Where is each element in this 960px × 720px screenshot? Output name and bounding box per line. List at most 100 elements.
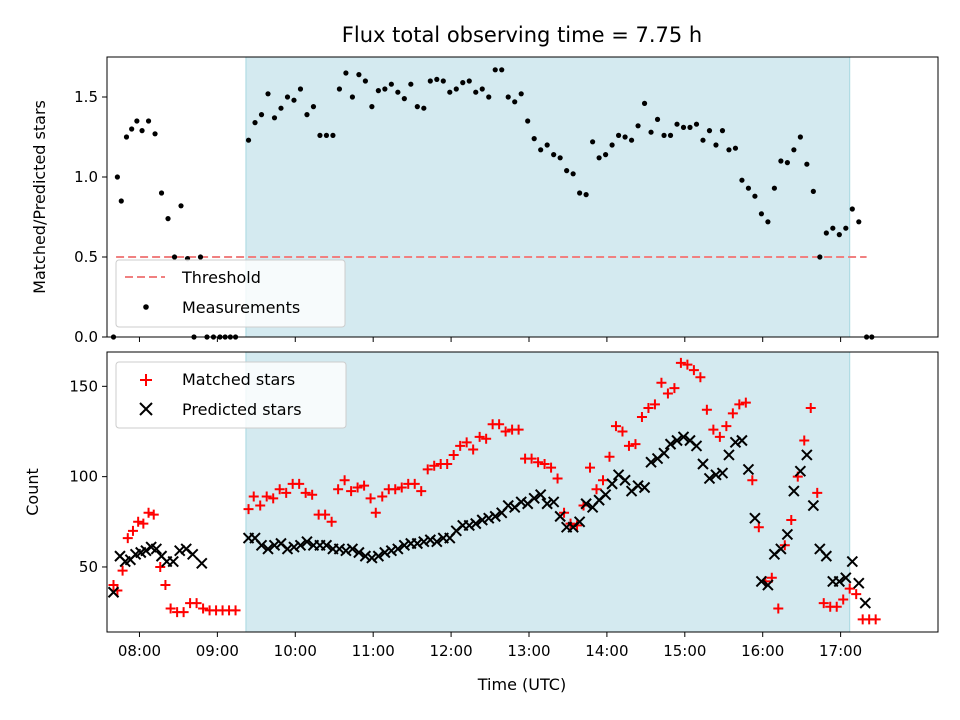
matched-star-point	[805, 403, 816, 413]
measurement-point	[114, 174, 120, 180]
matched-star-point	[416, 486, 427, 497]
legend-measurements-label: Measurements	[182, 298, 300, 317]
bottom-y-ticks: 50 100 150	[69, 377, 107, 576]
measurement-point	[310, 104, 317, 110]
measurement-point	[265, 91, 271, 97]
matched-star-point	[630, 439, 641, 450]
x-tick-label: 15:00	[663, 642, 706, 660]
measurement-point	[544, 142, 550, 148]
predicted-star-point	[541, 498, 553, 510]
matched-star-point	[429, 460, 440, 471]
matched-star-point	[468, 444, 479, 455]
predicted-star-point	[174, 545, 186, 557]
matched-star-point	[127, 525, 138, 536]
measurement-point	[784, 160, 790, 166]
top-legend: Threshold Measurements	[115, 259, 346, 328]
measurement-point	[635, 123, 641, 129]
predicted-star-point	[476, 514, 488, 526]
matched-star-point	[662, 388, 673, 399]
matched-star-point	[160, 580, 171, 591]
matched-star-point	[326, 516, 337, 527]
matched-star-point	[390, 484, 401, 495]
top-y-ticks: 0.0 0.5 1.0 1.5	[74, 88, 107, 346]
matched-star-point	[474, 431, 485, 442]
measurement-point	[421, 105, 427, 111]
measurement-point	[152, 131, 158, 137]
predicted-star-point	[424, 534, 437, 546]
x-tick-label: 12:00	[429, 642, 472, 660]
measurement-point	[512, 99, 518, 105]
matched-star-point	[148, 509, 159, 520]
matched-star-point	[409, 478, 420, 489]
predicted-star-point	[483, 512, 495, 524]
matched-star-point	[831, 601, 842, 612]
predicted-star-point	[196, 557, 208, 570]
measurement-point	[628, 137, 635, 143]
measurement-point	[654, 116, 661, 122]
matched-star-point	[178, 607, 189, 618]
matched-star-point	[481, 433, 492, 444]
measurement-point	[499, 67, 505, 73]
predicted-star-point	[398, 539, 411, 551]
measurement-point	[674, 121, 680, 127]
measurement-point	[369, 104, 375, 110]
predicted-star-point	[431, 535, 443, 548]
top-panel: 0.0 0.5 1.0 1.5 Matched/Predicted stars Thr…	[30, 56, 939, 346]
legend-measurements-swatch	[143, 304, 149, 310]
matched-star-point	[133, 516, 144, 527]
predicted-star-point	[366, 552, 378, 564]
measurement-point	[531, 136, 537, 142]
predicted-star-point	[379, 546, 391, 559]
predicted-star-point	[515, 496, 527, 508]
matched-star-point	[851, 589, 862, 600]
matched-star-point	[359, 480, 370, 491]
predicted-star-point	[255, 539, 268, 551]
matched-star-point	[346, 486, 357, 497]
predicted-star-point	[372, 550, 385, 562]
measurement-point	[849, 206, 855, 212]
measurement-point	[758, 211, 765, 217]
matched-star-point	[307, 489, 318, 500]
matched-star-point	[365, 493, 376, 504]
predicted-star-point	[801, 449, 813, 461]
measurement-point	[752, 193, 758, 199]
measurement-point	[479, 86, 485, 92]
measurement-point	[336, 86, 343, 92]
predicted-star-point	[703, 472, 716, 485]
predicted-star-point	[762, 579, 774, 591]
measurement-point	[745, 185, 752, 191]
top-axes-frame	[106, 56, 939, 338]
matched-star-point	[539, 459, 550, 469]
measurement-point	[297, 86, 304, 92]
legend-predicted-label: Predicted stars	[182, 400, 302, 419]
measurement-point	[856, 219, 862, 225]
measurement-point	[648, 129, 654, 135]
measurement-point	[810, 188, 816, 194]
predicted-star-point	[742, 463, 755, 476]
measurement-point	[726, 147, 732, 153]
predicted-star-point	[833, 575, 846, 588]
matched-star-point	[155, 561, 166, 572]
predicted-star-point	[658, 447, 670, 459]
predicted-star-point	[710, 469, 722, 481]
matched-star-point	[818, 598, 829, 609]
measurement-point	[330, 132, 336, 138]
matched-star-point	[461, 437, 472, 448]
predicted-star-point	[470, 517, 482, 530]
matched-star-point	[649, 399, 660, 410]
measurement-point	[258, 112, 265, 118]
predicted-star-point	[502, 499, 514, 512]
bottom-legend-box	[115, 361, 347, 429]
matched-star-point	[870, 614, 881, 625]
matched-star-point	[533, 457, 544, 468]
predicted-star-point	[690, 440, 703, 452]
predicted-stars-series	[107, 431, 871, 609]
measurement-point	[245, 137, 252, 143]
measurement-point	[564, 168, 570, 174]
measurement-point	[706, 128, 713, 134]
measurement-point	[178, 203, 184, 209]
measurement-point	[197, 254, 204, 260]
predicted-star-point	[489, 510, 501, 523]
predicted-star-point	[333, 543, 346, 555]
measurement-point	[395, 89, 401, 95]
